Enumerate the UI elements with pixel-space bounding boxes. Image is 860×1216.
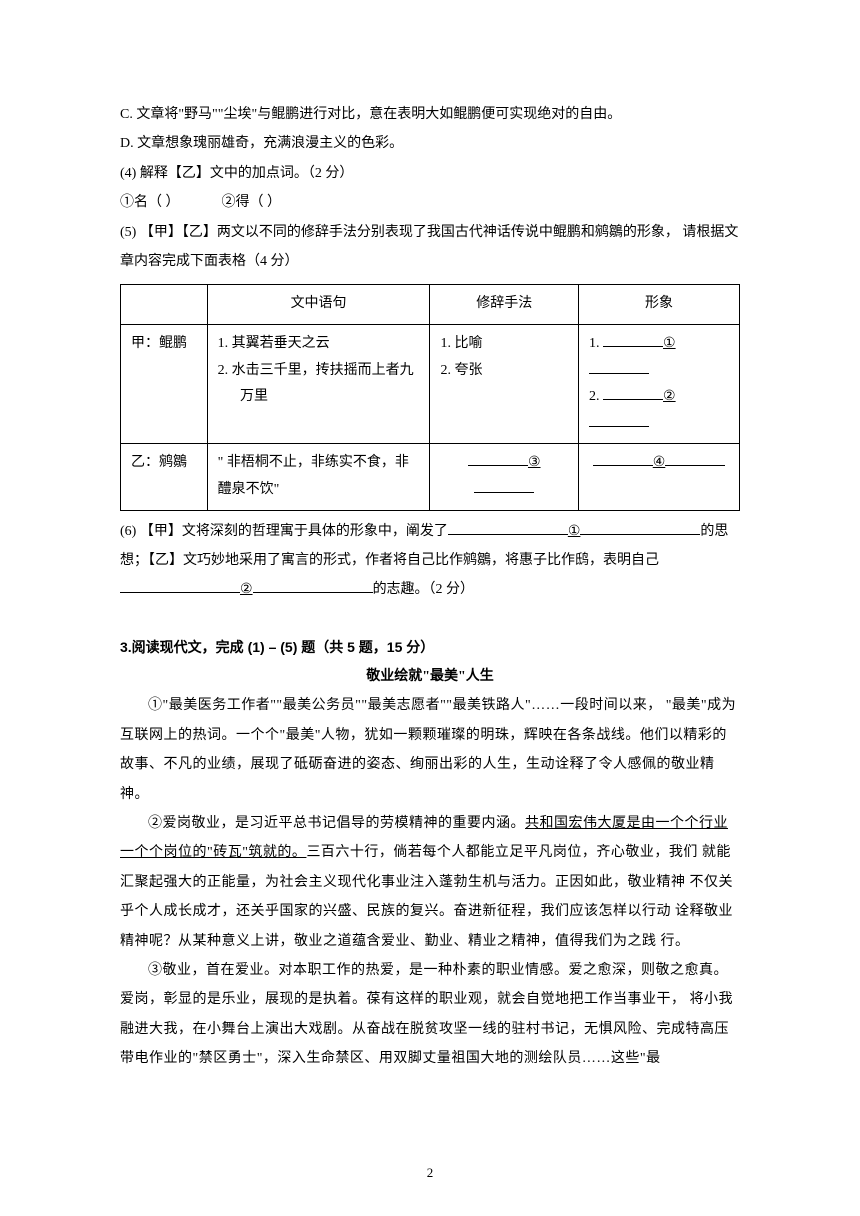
c3-row2-circ: ④ [653,455,666,470]
cell-row1-c3-item1: 1. ① [589,331,729,384]
blank-1[interactable] [603,332,663,347]
cell-row1-c1-line2: 2. 水击三千里，抟扶摇而上者九万里 [218,358,420,411]
blank-q6-2b[interactable] [253,578,373,593]
cell-row2-c2: ③ [430,444,579,510]
q4-item1-pre: ①名（ [120,195,162,210]
c2-row2-circ: ③ [528,455,541,470]
q4-item2-pre: ②得（ [222,195,264,210]
q4-item1-post: ） [166,195,180,210]
c3-item2-circ: ② [663,389,676,404]
article-title: 敬业绘就"最美"人生 [120,662,740,691]
blank-3a[interactable] [468,451,528,466]
p2-post: 三百六十行，倘若每个人都能立足平凡岗位，齐心敬业，我们 就能汇聚起强大的正能量，… [120,845,733,948]
q6-line1-pre: (6) 【甲】文将深刻的哲理寓于具体的形象中，阐发了 [120,524,448,539]
section3-heading: 3.阅读现代文，完成 (1) – (5) 题（共 5 题，15 分） [120,633,740,662]
q4-items: ①名（ ） ②得（ ） [120,188,740,217]
cell-row1-c2-line1: 1. 比喻 [440,331,568,358]
q4-item2-post: ） [267,195,281,210]
article-p3: ③敬业，首在爱业。对本职工作的热爱，是一种朴素的职业情感。爱之愈深，则敬之愈真。… [120,956,740,1074]
page-number: 2 [0,1159,860,1186]
exam-table: 文中语句 修辞手法 形象 甲：鲲鹏 1. 其翼若垂天之云 2. 水击三千里，抟扶… [120,284,740,510]
q4-prompt: (4) 解释【乙】文中的加点词。（2 分） [120,159,740,188]
blank-2[interactable] [603,385,663,400]
q6-line2-post: 的志趣。（2 分） [373,582,475,597]
p2-pre: ②爱岗敬业，是习近平总书记倡导的劳模精神的重要内涵。 [148,816,525,831]
table-header-row: 文中语句 修辞手法 形象 [121,285,740,325]
choice-d: D. 文章想象瑰丽雄奇，充满浪漫主义的色彩。 [120,129,740,158]
q6-circ1: ① [568,524,581,539]
choice-c: C. 文章将"野马""尘埃"与鲲鹏进行对比，意在表明大如鲲鹏便可实现绝对的自由。 [120,100,740,129]
c3-item1-circ: ① [663,336,676,351]
blank-1b[interactable] [589,359,649,374]
q6-circ2: ② [240,582,253,597]
cell-row1-c1-line1: 1. 其翼若垂天之云 [218,331,420,358]
cell-row1-c3: 1. ① 2. ② [579,324,740,443]
blank-4b[interactable] [665,451,725,466]
q5-prompt: (5) 【甲】【乙】两文以不同的修辞手法分别表现了我国古代神话传说中鲲鹏和鹓鶵的… [120,218,740,277]
cell-row1-c2: 1. 比喻 2. 夸张 [430,324,579,443]
cell-row1-c0: 甲：鲲鹏 [121,324,208,443]
cell-row2-c3: ④ [579,444,740,510]
blank-q6-1b[interactable] [580,520,700,535]
c3-item2-num: 2. [589,389,600,404]
article-p1: ①"最美医务工作者""最美公务员""最美志愿者""最美铁路人"……一段时间以来，… [120,691,740,809]
cell-row2-c0: 乙：鹓鶵 [121,444,208,510]
cell-row1-c1: 1. 其翼若垂天之云 2. 水击三千里，抟扶摇而上者九万里 [207,324,430,443]
blank-q6-2a[interactable] [120,578,240,593]
blank-3b[interactable] [474,478,534,493]
c3-item1-num: 1. [589,336,600,351]
th-blank [121,285,208,325]
q6-line: (6) 【甲】文将深刻的哲理寓于具体的形象中，阐发了①的思想；【乙】文巧妙地采用… [120,517,740,605]
article-p2: ②爱岗敬业，是习近平总书记倡导的劳模精神的重要内涵。共和国宏伟大厦是由一个个行业… [120,809,740,956]
th-image: 形象 [579,285,740,325]
cell-row2-c1: " 非梧桐不止，非练实不食，非醴泉不饮" [207,444,430,510]
blank-4a[interactable] [593,451,653,466]
blank-2b[interactable] [589,412,649,427]
cell-row1-c3-item2: 2. ② [589,384,729,437]
table-row: 乙：鹓鶵 " 非梧桐不止，非练实不食，非醴泉不饮" ③ ④ [121,444,740,510]
table-row: 甲：鲲鹏 1. 其翼若垂天之云 2. 水击三千里，抟扶摇而上者九万里 1. 比喻… [121,324,740,443]
th-text: 文中语句 [207,285,430,325]
th-rhetoric: 修辞手法 [430,285,579,325]
blank-q6-1a[interactable] [448,520,568,535]
cell-row1-c2-line2: 2. 夸张 [440,358,568,385]
